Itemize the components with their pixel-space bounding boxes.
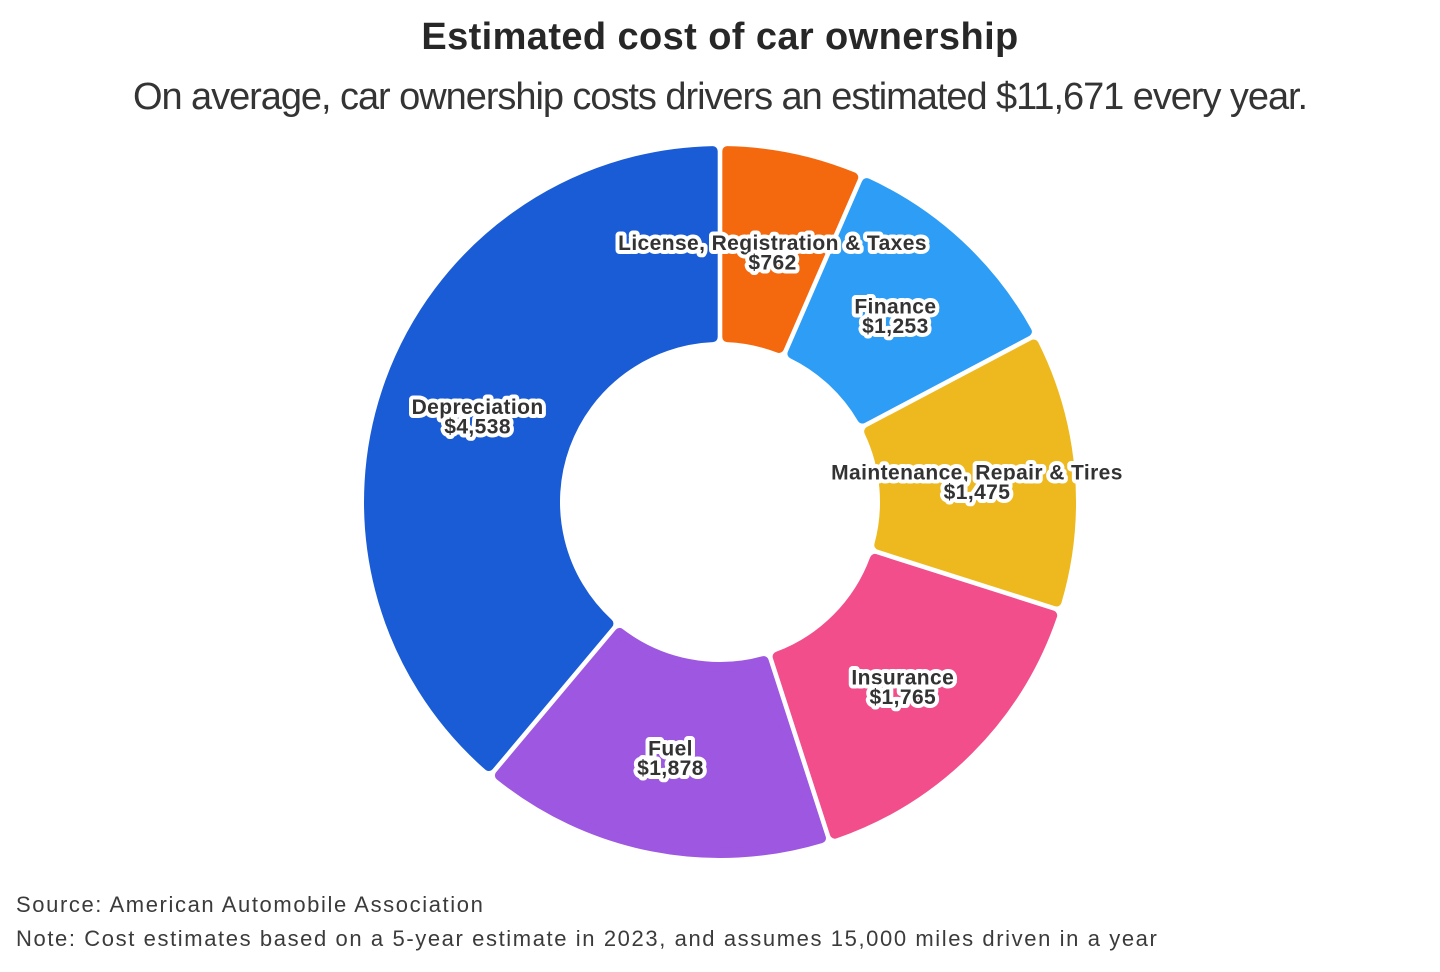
svg-text:Maintenance, Repair & Tires: Maintenance, Repair & Tires (831, 462, 1123, 485)
svg-text:License, Registration & Taxes: License, Registration & Taxes (618, 232, 927, 255)
svg-text:$1,878: $1,878 (637, 757, 704, 780)
svg-text:Finance: Finance (854, 295, 936, 318)
svg-text:Insurance: Insurance (851, 667, 954, 690)
svg-text:$4,538: $4,538 (444, 416, 511, 439)
svg-text:$1,475: $1,475 (944, 481, 1011, 504)
svg-text:$1,765: $1,765 (869, 686, 936, 709)
svg-text:$1,253: $1,253 (862, 315, 929, 338)
svg-text:Fuel: Fuel (648, 738, 693, 761)
svg-text:Depreciation: Depreciation (412, 396, 544, 419)
svg-text:$762: $762 (748, 251, 796, 274)
